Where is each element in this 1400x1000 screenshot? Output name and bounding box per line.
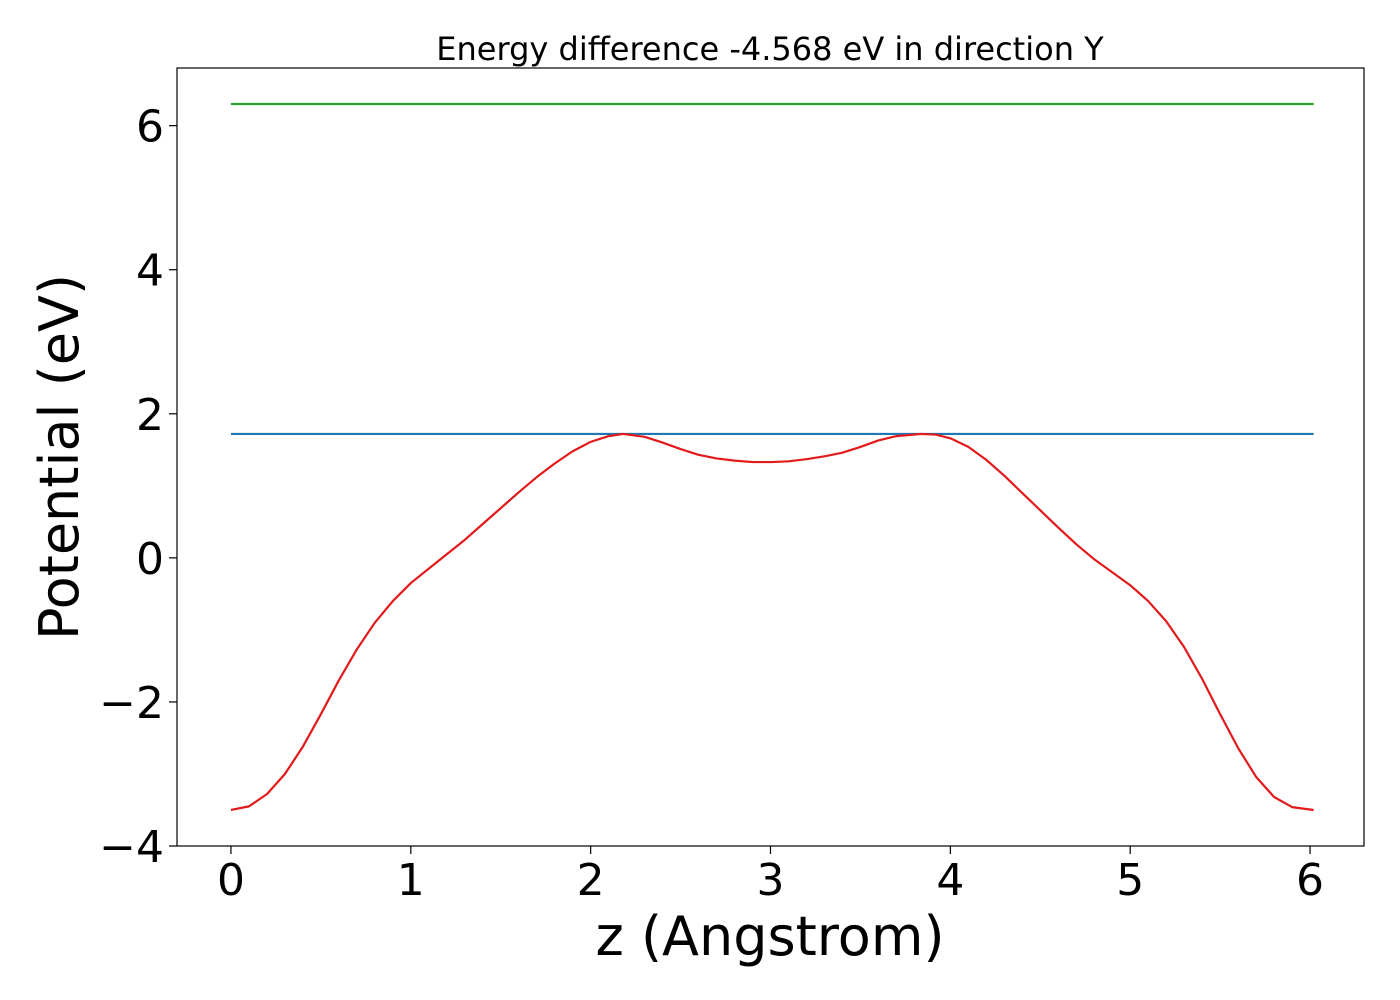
chart-title: Energy difference -4.568 eV in direction… (436, 30, 1104, 68)
y-tick-label: −2 (99, 678, 164, 729)
y-tick-label: 6 (136, 102, 164, 153)
plot-area-frame (176, 67, 1365, 847)
y-tick-label: 4 (136, 246, 164, 297)
x-tick-label: 3 (757, 855, 785, 906)
y-axis-ticks: −4 −2 0 2 4 6 (99, 102, 177, 873)
y-tick-label: 2 (136, 390, 164, 441)
y-axis-label: Potential (eV) (28, 274, 91, 640)
x-tick-label: 1 (397, 855, 425, 906)
x-tick-label: 5 (1116, 855, 1144, 906)
x-axis-ticks: 0 1 2 3 4 5 6 (217, 846, 1324, 906)
x-axis-label: z (Angstrom) (595, 905, 944, 968)
series-layer (230, 102, 1314, 812)
x-tick-label: 4 (936, 855, 964, 906)
x-tick-label: 6 (1296, 855, 1324, 906)
x-tick-label: 0 (217, 855, 245, 906)
y-tick-label: 0 (136, 534, 164, 585)
y-tick-label: −4 (99, 822, 164, 873)
x-tick-label: 2 (577, 855, 605, 906)
series-line-2 (230, 432, 1314, 812)
